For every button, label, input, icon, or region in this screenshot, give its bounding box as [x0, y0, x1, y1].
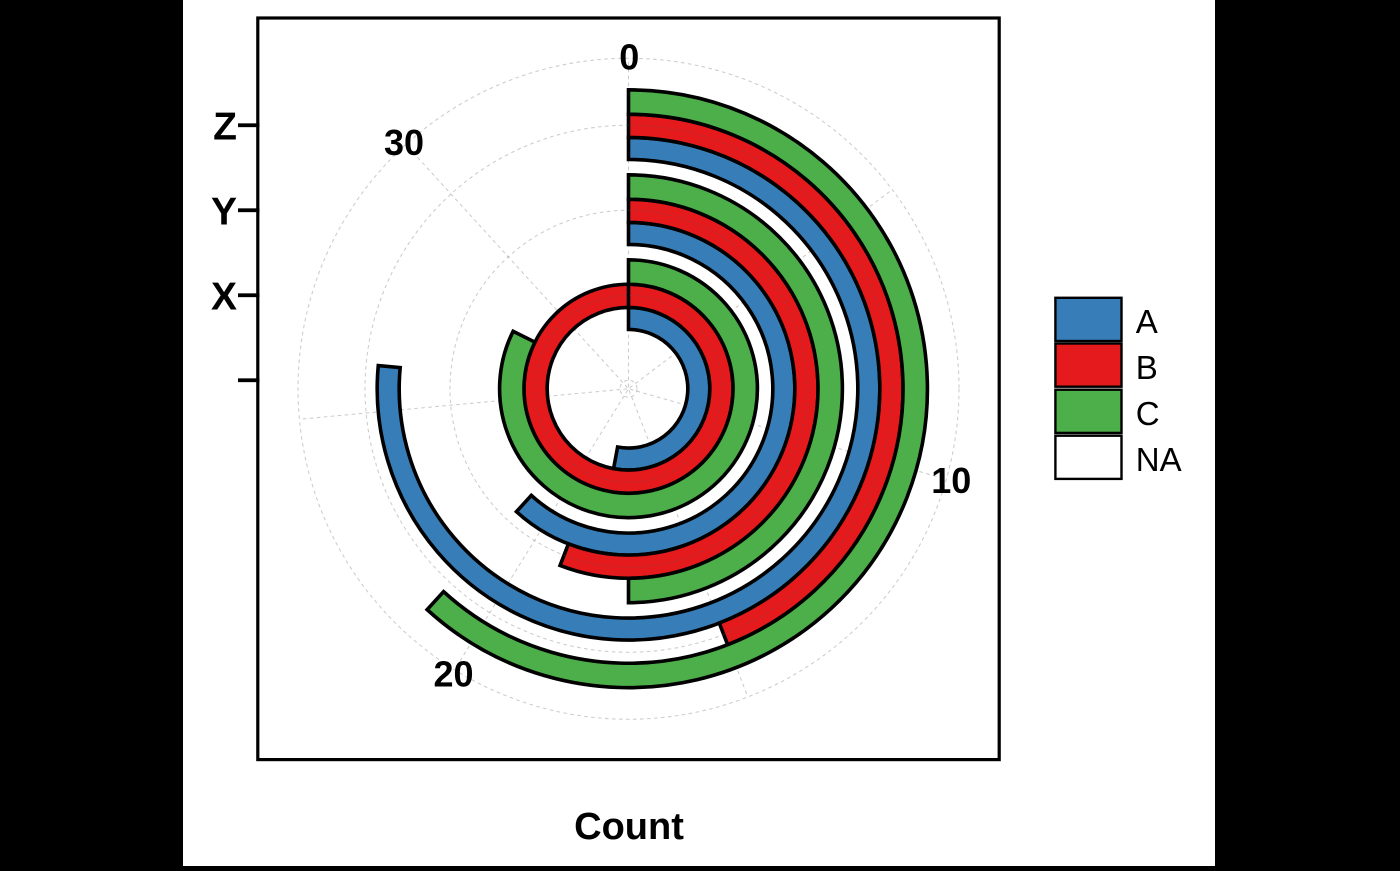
svg-text:C: C [1136, 395, 1160, 432]
svg-text:X: X [211, 275, 237, 318]
svg-text:30: 30 [384, 122, 424, 163]
svg-text:Z: Z [213, 105, 237, 148]
svg-text:NA: NA [1136, 441, 1182, 478]
svg-text:B: B [1136, 349, 1158, 386]
svg-text:Count: Count [574, 806, 684, 848]
svg-text:10: 10 [931, 460, 971, 501]
svg-text:A: A [1136, 303, 1158, 340]
svg-text:20: 20 [433, 654, 473, 695]
svg-text:Y: Y [211, 190, 237, 233]
svg-text:0: 0 [619, 37, 639, 78]
